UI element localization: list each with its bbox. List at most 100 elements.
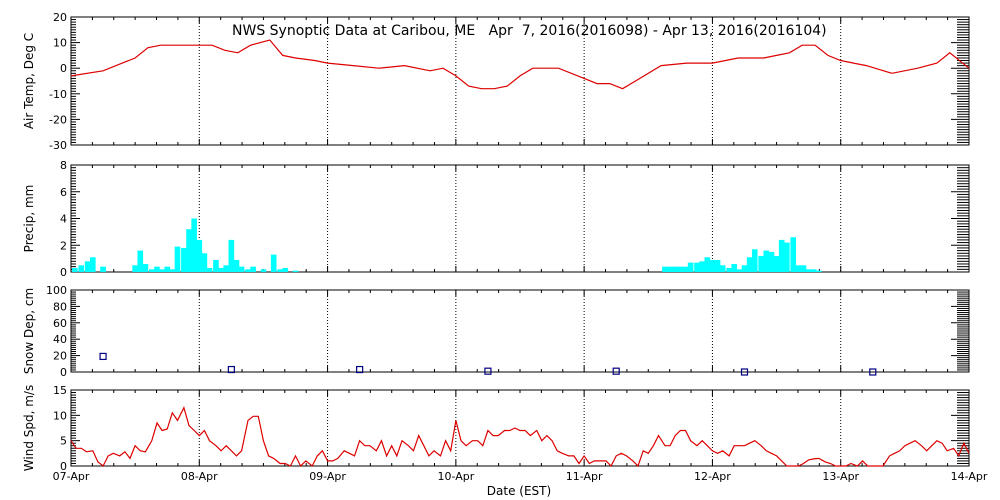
precip-bar — [164, 266, 171, 272]
precip-bar — [704, 257, 711, 272]
temp-ytick-label: 20 — [53, 11, 67, 24]
precip-bar — [196, 239, 203, 272]
precip-bar — [810, 269, 817, 272]
x-tick-label: 11-Apr — [566, 470, 603, 483]
precip-bar — [260, 269, 267, 272]
precip-bar — [137, 250, 144, 272]
wind-ytick-label: 10 — [53, 409, 67, 422]
precip-bar — [223, 265, 230, 272]
precip-bar — [773, 255, 780, 272]
snow-marker — [356, 365, 364, 374]
precip-y-axis-label: Precip, mm — [22, 185, 36, 253]
precip-bar — [816, 270, 822, 272]
temp-ytick-label: -30 — [49, 139, 67, 152]
precip-bar — [245, 269, 251, 272]
snow-ytick-label: 60 — [53, 317, 67, 330]
wind-ytick-label: 15 — [53, 384, 67, 397]
snow-y-axis-label: Snow Dep, cm — [22, 288, 36, 374]
precip-bar — [233, 259, 240, 272]
wind-ytick-label: 5 — [60, 435, 67, 448]
snow-marker — [612, 367, 620, 375]
precip-bar — [84, 261, 91, 272]
precip-ytick-label: 0 — [60, 266, 67, 279]
precip-ytick-label: 2 — [60, 239, 67, 252]
wind-y-axis-label: Wind Spd, m/s — [22, 385, 36, 471]
snow-ytick-label: 20 — [53, 350, 67, 363]
snow-panel: 100 80 60 40 20 0 Snow Dep, cm — [22, 284, 970, 379]
precip-bar — [78, 265, 85, 272]
precip-bar — [741, 265, 748, 272]
precip-ytick-label: 8 — [60, 159, 67, 172]
precip-bar — [191, 218, 197, 272]
precip-bar — [672, 266, 679, 272]
temp-ytick-label: -20 — [49, 113, 67, 126]
precip-bar — [169, 269, 176, 272]
snow-marker — [99, 352, 107, 361]
snow-marker — [740, 368, 749, 376]
snow-marker — [484, 367, 492, 375]
precip-bar — [132, 265, 138, 272]
precip-bar — [213, 259, 219, 272]
precip-bar — [800, 265, 807, 272]
precip-ytick-label: 4 — [60, 213, 67, 226]
x-tick-label: 07-Apr — [53, 470, 90, 483]
precip-bar — [795, 265, 802, 272]
precip-bar — [72, 267, 78, 272]
precip-bar — [250, 266, 256, 272]
precip-bar — [682, 266, 689, 272]
precip-bar — [142, 263, 149, 272]
precip-bar — [677, 266, 684, 272]
precip-bar — [238, 266, 245, 272]
precip-bar — [662, 266, 668, 272]
snow-ytick-label: 40 — [53, 333, 67, 346]
temp-ytick-label: 10 — [53, 37, 67, 50]
precip-bar — [758, 255, 764, 272]
temp-y-axis-label: Air Temp, Deg C — [22, 33, 36, 129]
precip-bar — [149, 269, 155, 272]
x-axis-label: Date (EST) — [487, 484, 551, 498]
precip-bar — [719, 265, 726, 272]
precip-bar — [805, 269, 812, 272]
snow-ytick-label: 100 — [46, 284, 67, 297]
precip-bar — [174, 246, 181, 272]
precip-bar — [694, 262, 700, 272]
precip-bar — [687, 262, 694, 272]
precip-bar — [282, 267, 289, 272]
precip-ytick-label: 6 — [60, 186, 67, 199]
wind-frame — [70, 389, 970, 467]
precip-bar — [206, 267, 213, 272]
wind-series-line — [70, 406, 970, 468]
snow-frame — [70, 289, 970, 373]
precip-bar — [201, 253, 208, 272]
precip-bar — [90, 257, 96, 272]
precip-bar — [181, 247, 187, 272]
precip-bar — [763, 250, 770, 272]
precip-bar — [746, 257, 753, 272]
x-tick-label: 14-Apr — [951, 470, 988, 483]
snow-ytick-label: 80 — [53, 300, 67, 313]
wind-ytick-label: 0 — [60, 460, 67, 473]
precip-bar — [186, 229, 192, 272]
precip-bar — [778, 239, 785, 272]
precip-bar — [751, 249, 758, 272]
x-tick-labels: 07-Apr 08-Apr 09-Apr 10-Apr 11-Apr 12-Apr 13-A… — [53, 470, 988, 483]
precip-bar — [768, 251, 775, 272]
precip-bar — [159, 269, 165, 272]
wind-panel: 15 10 5 0 Wind Spd, m/s — [22, 384, 970, 473]
precip-bar — [726, 267, 732, 272]
precip-bar — [667, 266, 673, 272]
precip-bar — [699, 261, 705, 272]
precip-bar — [784, 242, 790, 272]
precip-bar — [790, 237, 797, 272]
snow-marker — [227, 365, 235, 374]
precip-bar — [228, 239, 235, 272]
x-tick-label: 13-Apr — [822, 470, 859, 483]
precip-bar — [100, 266, 106, 272]
temp-ytick-label: 0 — [60, 62, 67, 75]
x-tick-label: 12-Apr — [694, 470, 731, 483]
precip-bar — [270, 254, 277, 272]
precip-bar — [218, 267, 224, 272]
x-tick-label: 09-Apr — [309, 470, 346, 483]
